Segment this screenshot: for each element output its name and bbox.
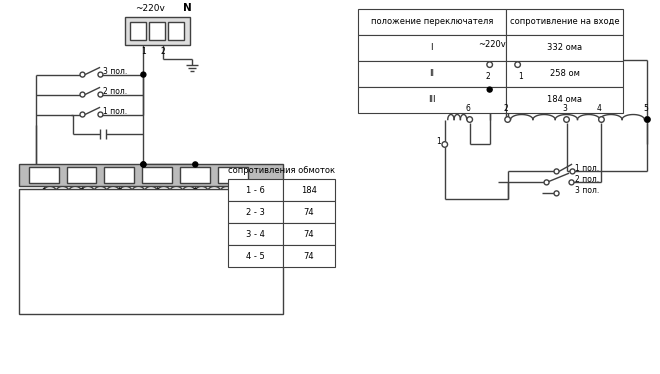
Bar <box>180 168 211 183</box>
Text: 6: 6 <box>231 188 236 197</box>
Bar <box>358 35 506 61</box>
Circle shape <box>645 117 650 122</box>
Circle shape <box>80 112 85 117</box>
Circle shape <box>141 162 146 167</box>
Text: 184: 184 <box>301 186 317 195</box>
Circle shape <box>599 117 605 122</box>
Circle shape <box>564 117 570 122</box>
Bar <box>131 22 147 40</box>
Text: 5: 5 <box>643 104 648 113</box>
Bar <box>228 223 283 245</box>
Bar <box>67 168 96 183</box>
Text: 74: 74 <box>304 252 314 261</box>
Bar <box>358 61 506 87</box>
Text: II: II <box>429 69 434 78</box>
Bar <box>506 9 624 35</box>
Circle shape <box>467 117 473 122</box>
Text: 258 ом: 258 ом <box>550 69 579 78</box>
Circle shape <box>505 117 510 122</box>
Circle shape <box>570 169 575 174</box>
Text: 3: 3 <box>117 188 122 197</box>
Circle shape <box>544 180 549 185</box>
Bar <box>506 35 624 61</box>
Text: 2: 2 <box>79 188 84 197</box>
Text: III: III <box>428 95 436 104</box>
Bar <box>358 87 506 113</box>
Text: 4 - 5: 4 - 5 <box>246 252 265 261</box>
Bar <box>168 22 184 40</box>
Text: сопротивления обмоток: сопротивления обмоток <box>228 166 335 175</box>
Text: 74: 74 <box>304 230 314 239</box>
Text: N: N <box>183 3 191 13</box>
Text: ~220v: ~220v <box>478 40 506 49</box>
Circle shape <box>442 142 447 147</box>
Text: 6: 6 <box>465 104 470 113</box>
Circle shape <box>141 162 146 167</box>
Text: 1 пол.: 1 пол. <box>574 164 599 173</box>
Text: I: I <box>430 43 433 52</box>
Bar <box>228 180 283 201</box>
Bar <box>228 201 283 223</box>
Text: сопротивление на входе: сопротивление на входе <box>510 17 619 26</box>
Bar <box>283 245 335 267</box>
Circle shape <box>80 92 85 97</box>
Bar <box>283 180 335 201</box>
Text: 184 ома: 184 ома <box>547 95 582 104</box>
Text: 1: 1 <box>436 137 441 146</box>
Text: 4: 4 <box>597 104 602 113</box>
Text: 1: 1 <box>41 188 46 197</box>
Bar <box>506 61 624 87</box>
Bar <box>149 22 166 40</box>
Circle shape <box>98 92 103 97</box>
Text: 3: 3 <box>562 104 567 113</box>
Text: 2 - 3: 2 - 3 <box>246 208 265 217</box>
Text: 5: 5 <box>193 188 198 197</box>
Text: 4: 4 <box>155 188 160 197</box>
Bar <box>18 165 283 186</box>
Circle shape <box>554 169 559 174</box>
Bar <box>143 168 172 183</box>
Circle shape <box>98 112 103 117</box>
Bar <box>283 201 335 223</box>
Text: 3 пол.: 3 пол. <box>574 186 599 195</box>
Circle shape <box>569 180 574 185</box>
Text: 1 - 6: 1 - 6 <box>246 186 265 195</box>
Text: 74: 74 <box>304 208 314 217</box>
Text: 332 ома: 332 ома <box>547 43 582 52</box>
Text: 2: 2 <box>485 71 490 81</box>
Text: 1: 1 <box>141 47 146 56</box>
Bar <box>125 17 190 45</box>
Bar <box>506 87 624 113</box>
Bar <box>283 223 335 245</box>
Circle shape <box>487 87 492 92</box>
Circle shape <box>645 117 650 122</box>
Text: 1 пол.: 1 пол. <box>104 107 127 116</box>
Text: 2 пол.: 2 пол. <box>574 175 599 184</box>
Bar <box>358 9 506 35</box>
Text: 3 пол.: 3 пол. <box>104 67 128 76</box>
Text: 2: 2 <box>504 104 508 113</box>
Text: 2 пол.: 2 пол. <box>104 87 127 96</box>
Circle shape <box>80 72 85 77</box>
Circle shape <box>487 62 492 67</box>
Circle shape <box>515 62 521 67</box>
Bar <box>228 245 283 267</box>
Bar <box>28 168 59 183</box>
Text: 3 - 4: 3 - 4 <box>246 230 265 239</box>
Circle shape <box>554 191 559 196</box>
Circle shape <box>98 72 103 77</box>
Bar <box>18 189 283 314</box>
Text: 1: 1 <box>518 71 523 81</box>
Circle shape <box>141 72 146 77</box>
Text: 2: 2 <box>161 47 166 56</box>
Circle shape <box>193 162 198 167</box>
Text: положение переключателя: положение переключателя <box>371 17 493 26</box>
Bar <box>218 168 248 183</box>
Text: ~220v: ~220v <box>135 4 165 13</box>
Bar <box>104 168 135 183</box>
